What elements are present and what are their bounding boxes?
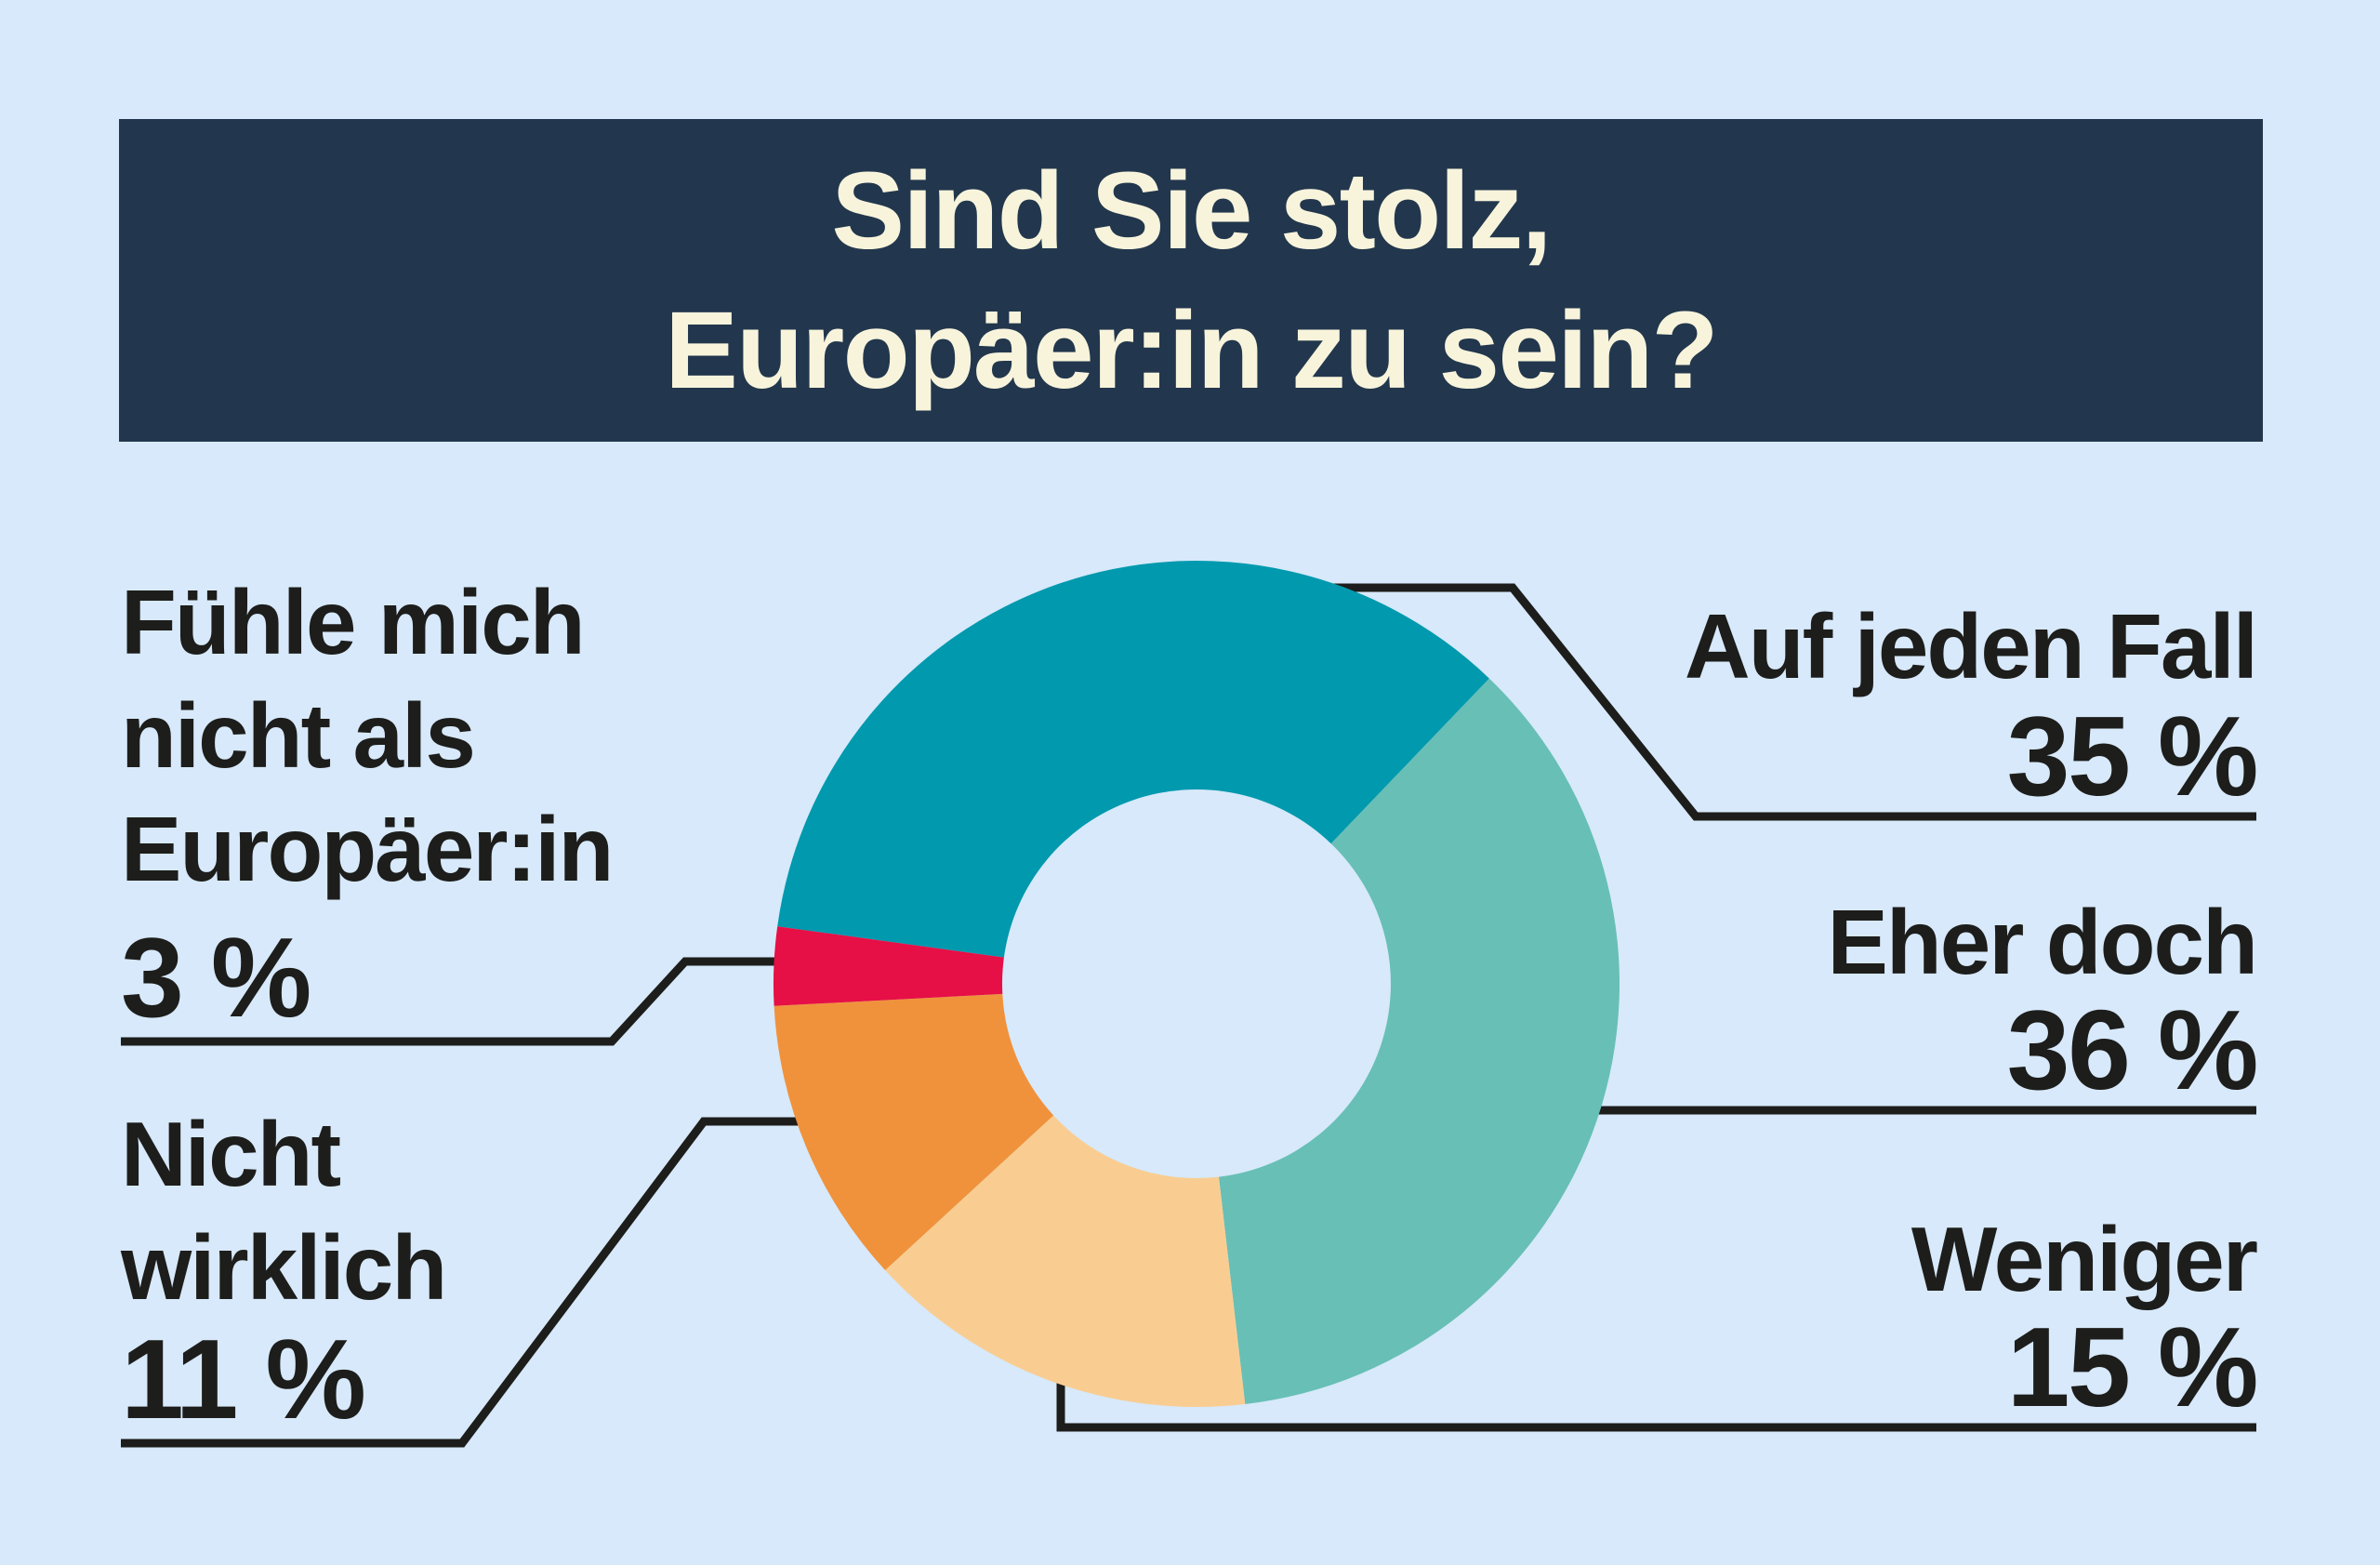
leader-fuehle-mich [121, 957, 790, 1046]
page-title-line-1: Sind Sie stolz, [831, 149, 1552, 272]
slice-weniger [885, 1115, 1246, 1408]
label-eher-doch: Eher doch [1827, 891, 2258, 993]
label-weniger: Weniger [1911, 1208, 2258, 1310]
label-fuehle-mich: Fühle mich nicht als Europäer:in [121, 565, 614, 906]
leader-auf-jeden-fall [1283, 583, 2256, 821]
value-nicht-wirklich: 11 % [121, 1316, 366, 1442]
label-nicht-wirklich-line-2: wirklich [121, 1216, 447, 1319]
label-nicht-wirklich: Nicht wirklich [121, 1097, 447, 1324]
slice-f-hle-mich-nicht-als-europ-er-in [773, 926, 1004, 1006]
page-title-line-2: Europäer:in zu sein? [665, 288, 1718, 412]
slice-auf-jeden-fall [777, 561, 1489, 958]
label-fuehle-mich-line-1: Fühle mich [121, 571, 586, 673]
title-banner: Sind Sie stolz, Europäer:in zu sein? [119, 119, 2263, 442]
label-fuehle-mich-line-3: Europäer:in [121, 798, 614, 900]
leader-nicht-wirklich [121, 1117, 800, 1448]
label-auf-jeden-fall: Auf jeden Fall [1684, 595, 2258, 697]
slice-eher-doch [1219, 678, 1620, 1404]
slice-nicht-wirklich [774, 993, 1054, 1270]
value-eher-doch: 36 % [2006, 987, 2259, 1113]
donut-slices [773, 561, 1620, 1408]
label-fuehle-mich-line-2: nicht als [121, 684, 476, 787]
value-fuehle-mich: 3 % [121, 914, 311, 1041]
label-nicht-wirklich-line-1: Nicht [121, 1103, 341, 1205]
value-weniger: 15 % [2006, 1304, 2259, 1430]
value-auf-jeden-fall: 35 % [2006, 693, 2259, 819]
